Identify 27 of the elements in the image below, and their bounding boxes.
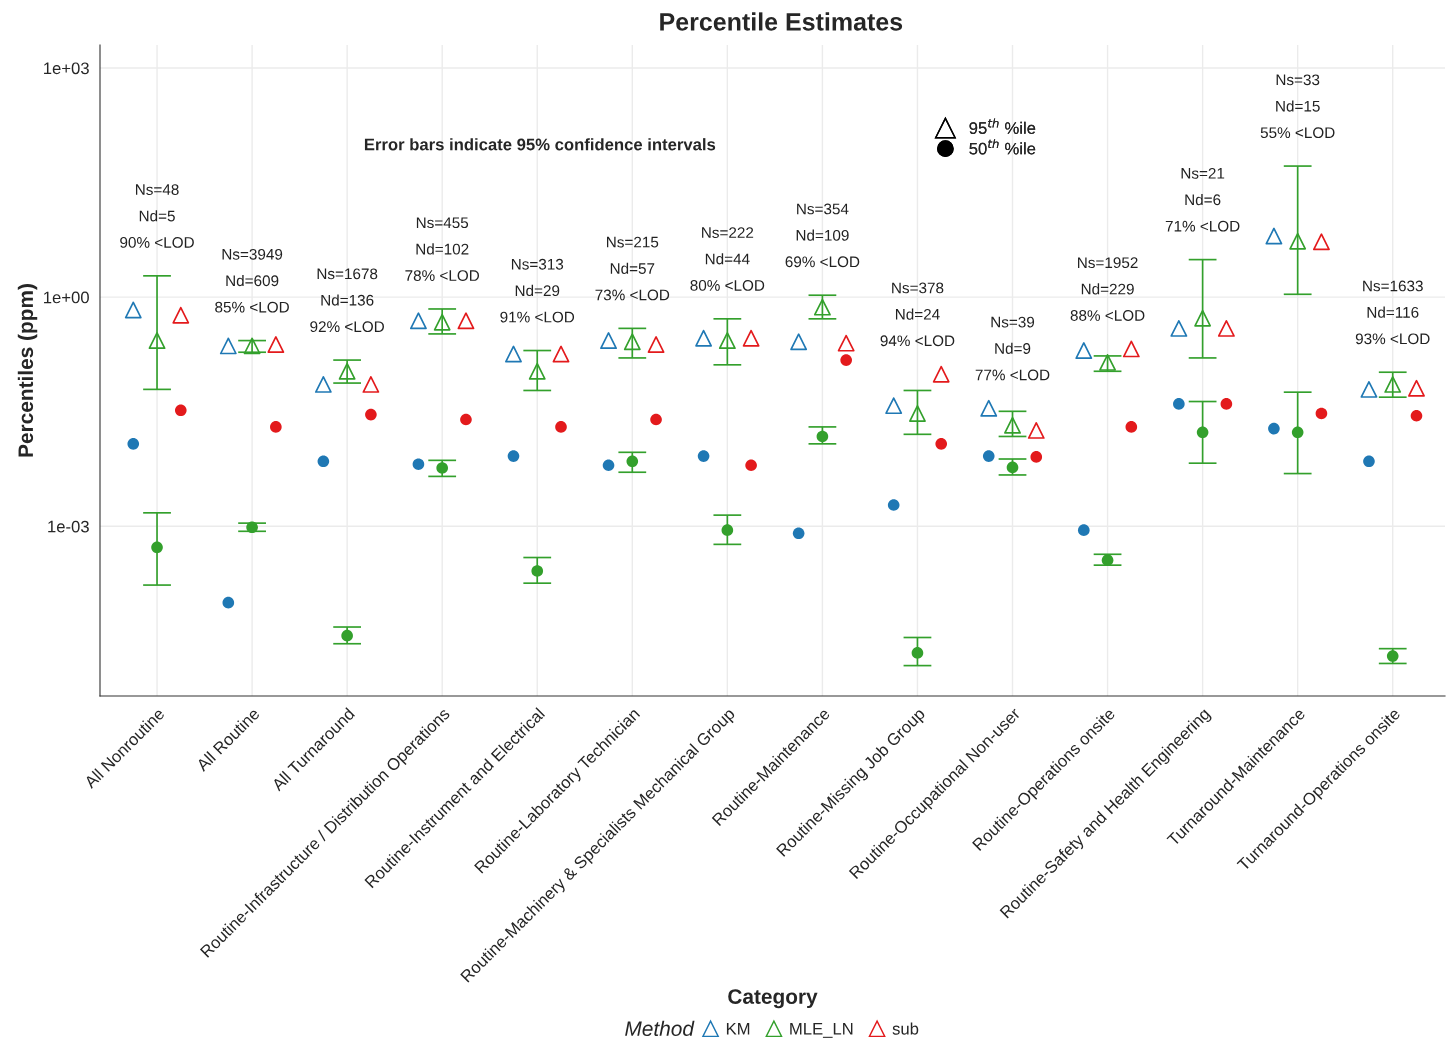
annotation: Ns=33 Nd=15 55% <LOD	[1260, 74, 1335, 139]
annotation: Ns=48 Nd=5 90% <LOD	[120, 184, 194, 248]
annotation: Ns=215 Nd=57 73% <LOD	[595, 236, 670, 301]
y-tick-label: 1e-03	[48, 520, 89, 533]
legend-label: sub	[892, 1022, 919, 1035]
annotation: 50$^{th}$ %ile	[969, 139, 1036, 155]
chart-title: Percentile Estimates	[660, 12, 903, 31]
annotation: Ns=378 Nd=24 94% <LOD	[880, 282, 955, 347]
annotation: Ns=3949 Nd=609 85% <LOD	[215, 248, 289, 313]
y-tick-label: 1e+00	[44, 291, 89, 304]
annotation: Ns=39 Nd=9 77% <LOD	[975, 316, 1050, 381]
annotation: Ns=1678 Nd=136 92% <LOD	[310, 268, 384, 333]
legend-label: MLE_LN	[790, 1023, 853, 1038]
annotation: Ns=21 Nd=6 71% <LOD	[1165, 167, 1240, 232]
y-tick-label: 1e+03	[44, 62, 89, 75]
legend-label: KM	[726, 1023, 750, 1035]
annotation: Ns=1952 Nd=229 88% <LOD	[1070, 257, 1145, 321]
y-axis-title: Percentiles (ppm)	[17, 284, 38, 457]
annotation: Ns=222 Nd=44 80% <LOD	[690, 227, 765, 291]
legend-title: Method	[625, 1020, 695, 1037]
annotation: Ns=1633 Nd=116 93% <LOD	[1355, 280, 1430, 345]
annotation: Error bars indicate 95% confidence intervals	[364, 138, 716, 151]
annotation: Ns=313 Nd=29 91% <LOD	[500, 258, 575, 323]
annotation: 95$^{th}$ %ile	[969, 118, 1036, 134]
x-axis-title: Category	[728, 989, 818, 1009]
annotation: Ns=455 Nd=102 78% <LOD	[405, 217, 480, 281]
annotation: Ns=354 Nd=109 69% <LOD	[785, 203, 860, 268]
